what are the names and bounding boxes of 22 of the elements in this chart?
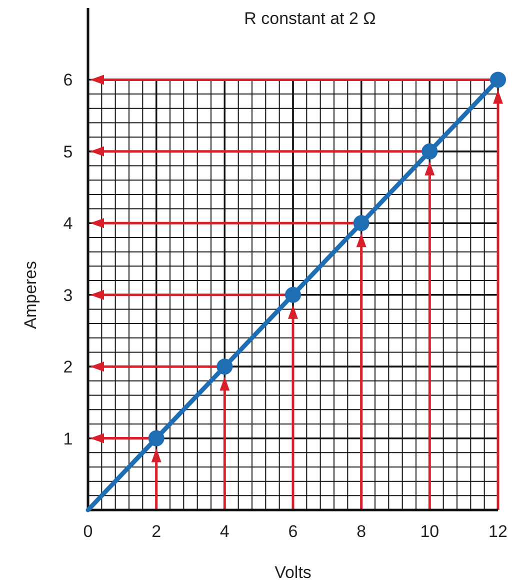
x-tick-label: 0 [83,522,93,541]
y-tick-label: 3 [63,286,73,305]
x-tick-label: 12 [488,522,508,541]
y-tick-label: 5 [63,142,73,162]
point [148,430,164,446]
point [353,215,370,232]
point [285,286,301,303]
chart-title: R constant at 2 Ω [244,9,376,28]
y-tick-label: 2 [63,358,73,377]
x-tick-label: 8 [356,522,366,541]
y-tick-label: 6 [63,70,73,90]
point [216,358,233,375]
x-tick-label: 2 [152,522,162,541]
x-tick-label: 10 [420,522,440,541]
x-tick-label: 6 [288,522,298,541]
y-tick-label: 1 [63,429,73,448]
y-tick-label: 4 [63,214,73,234]
point [422,143,438,160]
x-tick-label: 4 [220,522,230,541]
x-axis-title: Volts [274,563,312,582]
point [490,72,506,88]
y-axis-title: Amperes [21,260,40,330]
